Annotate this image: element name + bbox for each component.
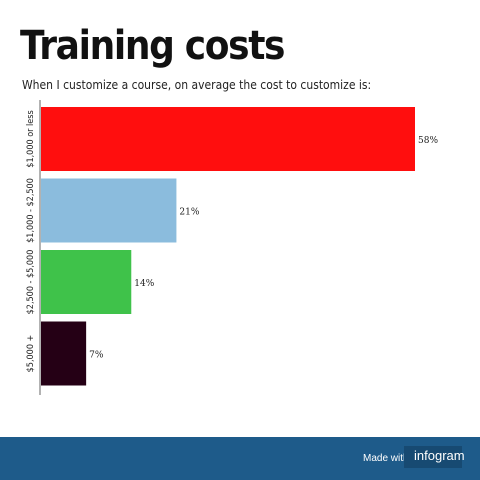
value-label-2: 21% [179,208,199,218]
brand-badge [404,446,462,468]
bar-1 [41,107,415,171]
category-label-2: $1,000 - $2,500 [26,178,36,243]
value-label-4: 7% [89,351,104,361]
bar-chart: 58% $1,000 or less 21% $1,000 - $2,500 14% $2… [26,100,438,395]
made-with-label: Made with [363,453,409,464]
chart-subtitle: When I customize a course, on average th… [22,78,372,92]
footer-bar: Made with infogram [0,437,480,480]
category-label-3: $2,500 - $5,000 [26,250,36,315]
value-label-3: 14% [134,279,154,289]
value-label-1: 58% [418,136,438,146]
bar-2 [41,178,177,243]
infogram-logo-link[interactable]: infogram [414,448,465,463]
category-label-4: $5,000 + [26,335,36,373]
category-label-1: $1,000 or less [26,110,36,167]
chart-title: Training costs [20,23,285,69]
bar-4 [41,321,87,386]
bar-3 [41,250,132,314]
